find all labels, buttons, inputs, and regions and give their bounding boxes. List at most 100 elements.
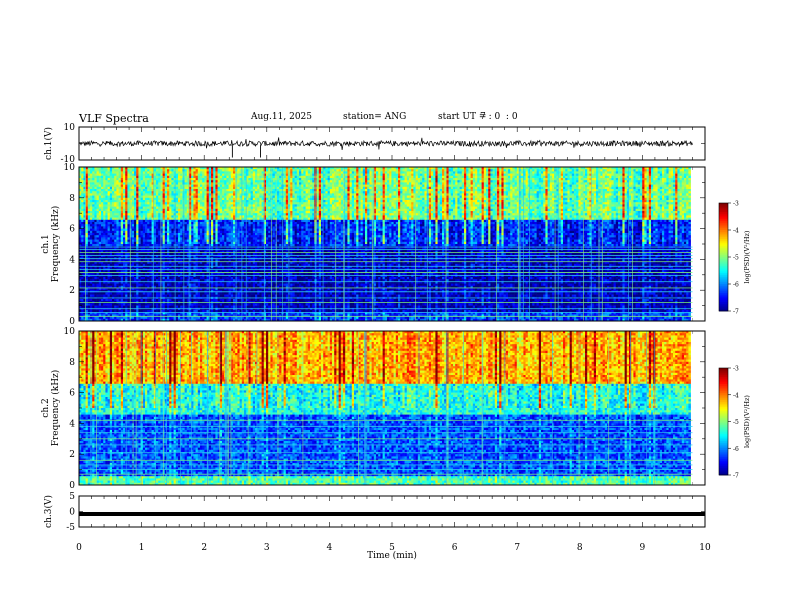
spectrogram-cell — [97, 178, 100, 181]
spectrogram-cell — [572, 187, 575, 190]
spectrogram-cell — [658, 178, 661, 181]
spectrogram-cell — [163, 182, 166, 185]
spectrogram-cell — [383, 191, 386, 194]
spectrogram-cell — [565, 171, 568, 174]
spectrogram-cell — [473, 189, 476, 192]
spectrogram-cell — [132, 191, 135, 194]
spectrogram-cell — [488, 169, 491, 172]
spectrogram-cell — [669, 182, 672, 185]
spectrogram-cell — [229, 182, 232, 185]
spectrogram-cell — [323, 169, 326, 172]
spectrogram-cell — [154, 174, 157, 177]
spectrogram-cell — [464, 185, 467, 188]
spectrogram-cell — [587, 174, 590, 177]
spectrogram-cell — [202, 189, 205, 192]
spectrogram-cell — [231, 171, 234, 174]
spectrogram-cell — [303, 178, 306, 181]
spectrogram-cell — [446, 182, 449, 185]
spectrogram-cell — [358, 176, 361, 179]
spectrogram-cell — [625, 189, 628, 192]
spectrogram-cell — [592, 169, 595, 172]
spectrogram-cell — [651, 189, 654, 192]
spectrogram-cell — [453, 187, 456, 190]
spectrogram-cell — [341, 191, 344, 194]
spectrogram-cell — [552, 176, 555, 179]
spectrogram-cell — [389, 189, 392, 192]
spectrogram-cell — [620, 187, 623, 190]
spectrogram-cell — [325, 191, 328, 194]
spectrogram-cell — [204, 174, 207, 177]
spectrogram-cell — [493, 182, 496, 185]
spectrogram-cell — [226, 187, 229, 190]
spectrogram-cell — [92, 174, 95, 177]
spectrogram-cell — [585, 180, 588, 183]
spectrogram-cell — [332, 176, 335, 179]
spectrogram-cell — [330, 178, 333, 181]
spectrogram-cell — [158, 189, 161, 192]
spectrogram-cell — [365, 174, 368, 177]
spectrogram-cell — [180, 178, 183, 181]
spectrogram-cell — [196, 174, 199, 177]
spectrogram-cell — [493, 187, 496, 190]
spectrogram-cell — [215, 191, 218, 194]
spectrogram-cell — [165, 185, 168, 188]
spectrogram-cell — [677, 189, 680, 192]
spectrogram-cell — [328, 185, 331, 188]
spectrogram-cell — [585, 178, 588, 181]
spectrogram-cell — [391, 174, 394, 177]
spectrogram-cell — [259, 176, 262, 179]
spectrogram-cell — [482, 187, 485, 190]
spectrogram-cell — [677, 174, 680, 177]
spectrogram-cell — [411, 169, 414, 172]
spectrogram-cell — [684, 182, 687, 185]
spectrogram-cell — [686, 187, 689, 190]
spectrogram-cell — [559, 169, 562, 172]
spectrogram-cell — [638, 180, 641, 183]
spectrogram-cell — [167, 169, 170, 172]
spectrogram-cell — [675, 174, 678, 177]
spectrogram-cell — [603, 171, 606, 174]
spectrogram-cell — [530, 189, 533, 192]
spectrogram-cell — [303, 187, 306, 190]
spectrogram-cell — [433, 176, 436, 179]
spectrogram-cell — [618, 178, 621, 181]
spectrogram-cell — [105, 180, 108, 183]
spectrogram-cell — [257, 169, 260, 172]
spectrogram-cell — [473, 174, 476, 177]
spectrogram-cell — [647, 178, 650, 181]
spectrogram-cell — [493, 178, 496, 181]
spectrogram-cell — [191, 169, 194, 172]
spectrogram-cell — [614, 176, 617, 179]
spectrogram-cell — [169, 169, 172, 172]
spectrogram-cell — [523, 187, 526, 190]
spectrogram-cell — [446, 169, 449, 172]
spectrogram-cell — [662, 187, 665, 190]
spectrogram-cell — [116, 182, 119, 185]
spectrogram-cell — [86, 180, 89, 183]
spectrogram-cell — [442, 189, 445, 192]
spectrogram-cell — [308, 180, 311, 183]
spectrogram-cell — [389, 185, 392, 188]
spectrogram-cell — [488, 174, 491, 177]
spectrogram-cell — [396, 187, 399, 190]
spectrogram-cell — [680, 178, 683, 181]
spectrogram-cell — [607, 169, 610, 172]
spectrogram-cell — [169, 171, 172, 174]
spectrogram-cell — [508, 182, 511, 185]
spectrogram-cell — [277, 189, 280, 192]
spectrogram-cell — [574, 180, 577, 183]
spectrogram-cell — [440, 187, 443, 190]
spectrogram-cell — [501, 187, 504, 190]
spectrogram-cell — [405, 176, 408, 179]
spectrogram-cell — [673, 180, 676, 183]
spectrogram-cell — [578, 187, 581, 190]
spectrogram-cell — [561, 169, 564, 172]
spectrogram-cell — [488, 176, 491, 179]
spectrogram-cell — [108, 171, 111, 174]
spectrogram-cell — [103, 178, 106, 181]
spectrogram-cell — [347, 189, 350, 192]
spectrogram-cell — [442, 191, 445, 194]
spectrogram-cell — [508, 176, 511, 179]
spectrogram-cell — [409, 191, 412, 194]
spectrogram-cell — [330, 187, 333, 190]
